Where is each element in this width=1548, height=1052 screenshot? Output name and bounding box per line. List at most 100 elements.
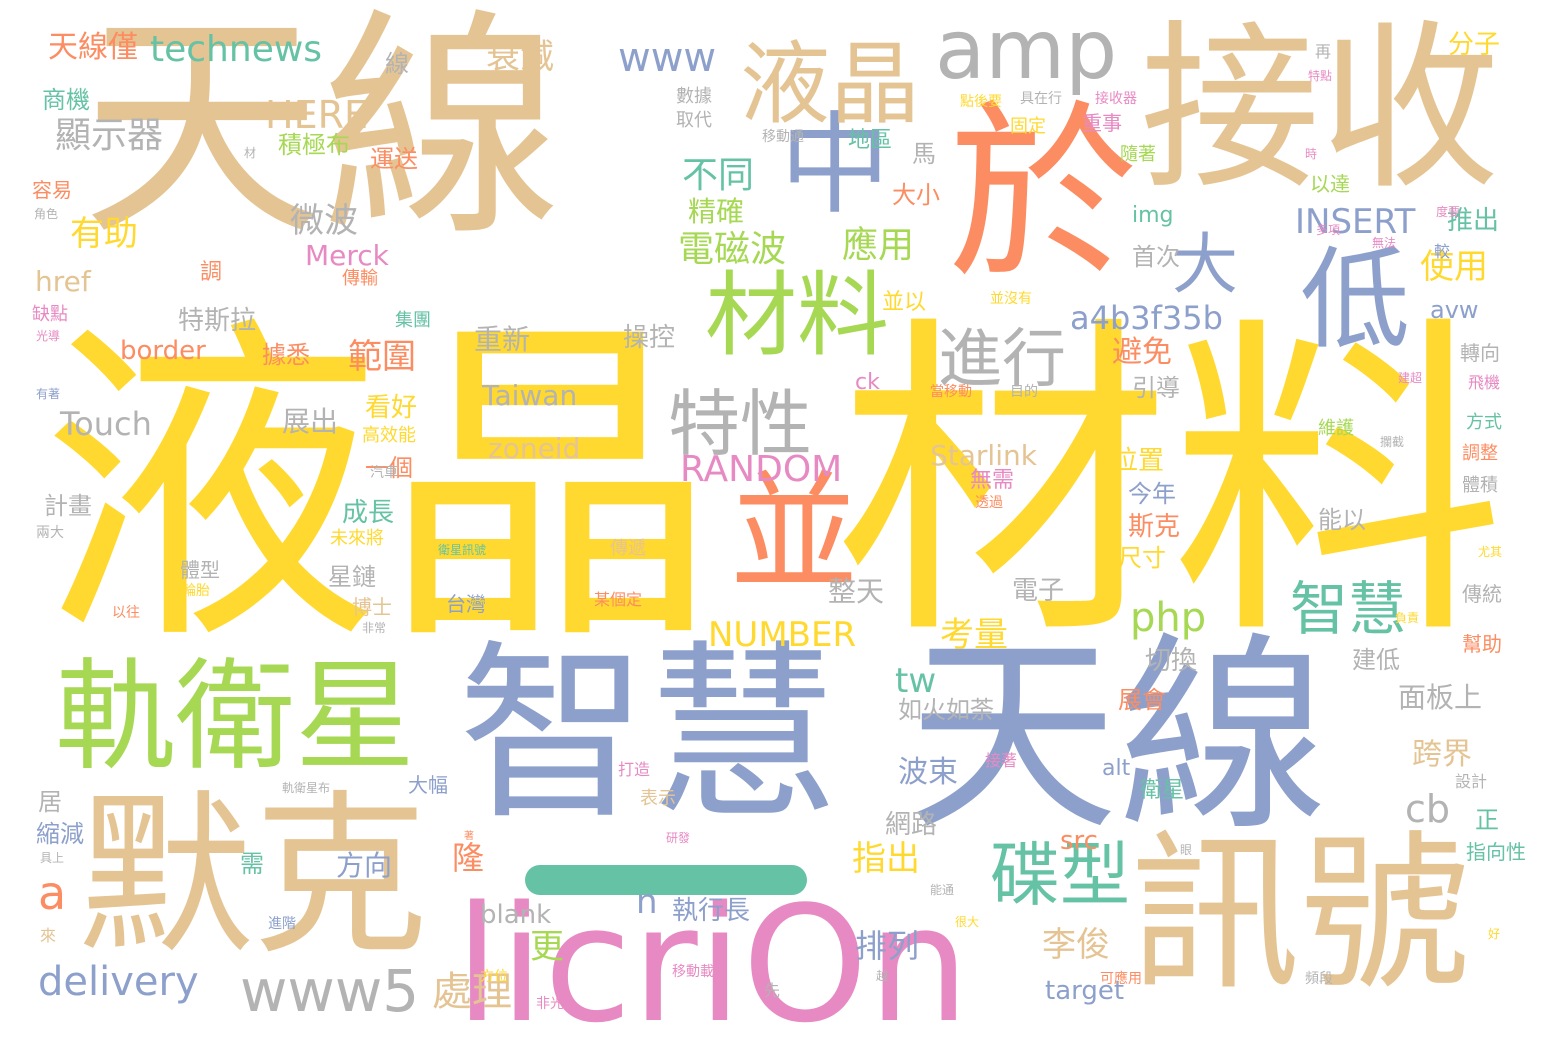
word-da: 大 (1172, 226, 1238, 303)
word-pinduan: 頻段 (1305, 971, 1333, 987)
word-bing: 並 (730, 459, 859, 608)
word-weizhi: 位置 (1112, 446, 1165, 476)
word-dafu: 大幅 (408, 773, 448, 797)
word-moke: 默克 (78, 776, 428, 979)
word-delivery: delivery (38, 959, 199, 1005)
word-mianbanshang: 面板上 (1398, 681, 1483, 714)
word-di: 低 (1300, 236, 1410, 364)
word-pailie: 排列 (855, 927, 920, 965)
word-lanjie: 攔截 (1380, 435, 1405, 449)
word-jituan: 集團 (395, 310, 431, 331)
word-qiche: 汽車 (370, 465, 398, 481)
word-juzaixing: 具在行 (1020, 91, 1062, 107)
word-bangzhu: 幫助 (1462, 632, 1502, 656)
word-xu: 需 (240, 850, 264, 878)
word-sike: 斯克 (1128, 512, 1181, 542)
word-border: border (120, 336, 206, 366)
word-shouci: 首次 (1132, 243, 1180, 271)
word-suojian: 縮減 (36, 820, 84, 848)
word-feichang: 非常 (362, 621, 387, 635)
word-zhuanxiang: 轉向 (1460, 341, 1500, 365)
word-shuaijian: 衰減 (486, 37, 554, 77)
word-jushang: 具上 (40, 851, 65, 865)
word-weihu: 維護 (1318, 418, 1354, 439)
word-guangdao: 光導 (36, 329, 61, 343)
word-touguo: 透過 (975, 495, 1003, 511)
word-jiandi: 建低 (1352, 646, 1400, 674)
word-daxiao: 大小 (892, 181, 940, 209)
word-shiyong: 使用 (1420, 247, 1488, 287)
word-starlink: Starlink (930, 439, 1037, 472)
word-kanhao: 看好 (365, 393, 418, 423)
word-dazao: 打造 (618, 760, 651, 779)
word-avw: avw (1430, 296, 1479, 324)
word-href: href (35, 265, 91, 298)
word-boshi: 博士 (352, 595, 392, 619)
word-jinxing: 進行 (938, 323, 1066, 397)
word-zhe: 著 (464, 831, 474, 842)
word-jijibu: 積極布 (278, 131, 350, 159)
word-sheji: 設計 (1455, 772, 1488, 791)
word-php: php (1130, 595, 1207, 641)
word-feiji: 飛機 (1468, 373, 1501, 392)
word-merck: Merck (305, 239, 389, 272)
word-weilaijiang: 未來將 (330, 528, 384, 549)
word-here: HERE (265, 93, 368, 137)
word-yidongtong: 移動通 (762, 129, 804, 145)
word-chuandi: 傳遞 (610, 538, 646, 559)
word-youzhu: 有助 (70, 214, 138, 254)
word-yejing-large: 液晶 (40, 290, 720, 686)
word-lai: 來 (40, 926, 57, 945)
word-zhixingzhang: 執行長 (672, 896, 751, 926)
word-zheng: 正 (1475, 806, 1499, 834)
word-tesila: 特斯拉 (178, 306, 257, 336)
word-cailiao-large: 材料 (835, 290, 1505, 680)
word-mougeding: 某個定 (594, 590, 643, 609)
word-xunhao: 訊號 (1130, 816, 1471, 1014)
word-fangwei: 方位 (480, 969, 508, 985)
word-shuju: 數據 (676, 86, 712, 107)
word-keyingyong: 可應用 (1100, 971, 1142, 987)
word-target: target (1045, 976, 1125, 1006)
word-dianhouyao: 點後要 (960, 94, 1002, 110)
word-yige: 一個 (365, 454, 413, 482)
word-qudai: 取代 (676, 110, 712, 131)
word-weibo: 微波 (290, 201, 358, 241)
word-zhichu: 指出 (852, 839, 920, 879)
word-duyao: 度要 (1436, 205, 1461, 219)
word-ma: 馬 (912, 140, 936, 168)
word-tiji: 體積 (1462, 475, 1498, 496)
word-gaoxiaoneng: 高效能 (362, 425, 416, 446)
word-bimian: 避免 (1112, 335, 1172, 370)
word-boshu: 波束 (898, 755, 958, 790)
word-src: src (1060, 826, 1098, 856)
word-wufa: 無法 (1372, 236, 1397, 250)
word-jiao: 較 (1434, 242, 1451, 261)
word-jieshouqi: 接收器 (1095, 91, 1137, 107)
word-tuichu: 推出 (1447, 206, 1500, 236)
word-amp: amp (935, 3, 1118, 98)
word-taiwan-en: Taiwan (482, 379, 578, 412)
word-youzhe: 有著 (36, 387, 61, 401)
word-a4b3f35b: a4b3f35b (1070, 299, 1223, 337)
word-zhihui-large: 智慧 (458, 624, 839, 845)
word-a: a (38, 866, 67, 920)
word-zoneid: zoneid (488, 432, 581, 465)
word-kuajie: 跨界 (1412, 737, 1472, 772)
word-cailiao-medium: 材料 (705, 262, 890, 369)
word-dixing: 碟型 (990, 834, 1130, 916)
word-xinglian: 星鏈 (328, 563, 376, 591)
word-suizhe: 隨著 (1120, 144, 1156, 165)
word-yunsong: 運送 (370, 145, 418, 173)
word-nengyi: 能以 (1318, 506, 1366, 534)
word-jihua: 計畫 (44, 492, 92, 520)
word-yu: 於 (948, 84, 1139, 305)
word-youqi: 尤其 (1478, 545, 1503, 559)
word-jinjie: 進階 (268, 916, 296, 932)
word-shi: 時 (1305, 147, 1318, 161)
word-zhong: 中 (780, 101, 890, 229)
word-jiaose: 角色 (34, 207, 59, 221)
word-licrion: licriOn (455, 871, 970, 1052)
word-xianshiqi: 顯示器 (55, 115, 164, 156)
